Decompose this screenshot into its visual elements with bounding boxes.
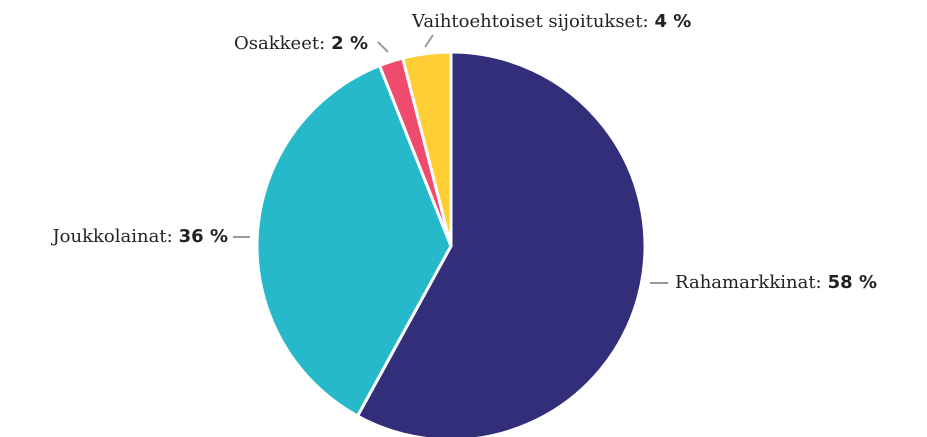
slice-value: 4 %	[655, 11, 692, 32]
pie-slice	[401, 50, 453, 248]
slice-name: Joukkolainat:	[50, 226, 172, 247]
slice-name: Osakkeet:	[234, 33, 325, 54]
leader-line	[377, 41, 389, 53]
slice-label: Rahamarkkinat: 58 %	[675, 272, 877, 293]
pie-slice	[255, 64, 453, 418]
pie-slice	[356, 50, 647, 437]
slice-value: 58 %	[828, 272, 877, 293]
slice-name: Vaihtoehtoiset sijoitukset:	[411, 11, 649, 32]
leader-line	[424, 34, 434, 48]
slice-name: Rahamarkkinat:	[675, 272, 822, 293]
slice-label: Vaihtoehtoiset sijoitukset: 4 %	[411, 11, 691, 32]
slice-label: Osakkeet: 2 %	[234, 33, 368, 54]
slice-value: 36 %	[179, 226, 228, 247]
slice-label: Joukkolainat: 36 %	[50, 226, 228, 247]
slice-value: 2 %	[331, 33, 368, 54]
